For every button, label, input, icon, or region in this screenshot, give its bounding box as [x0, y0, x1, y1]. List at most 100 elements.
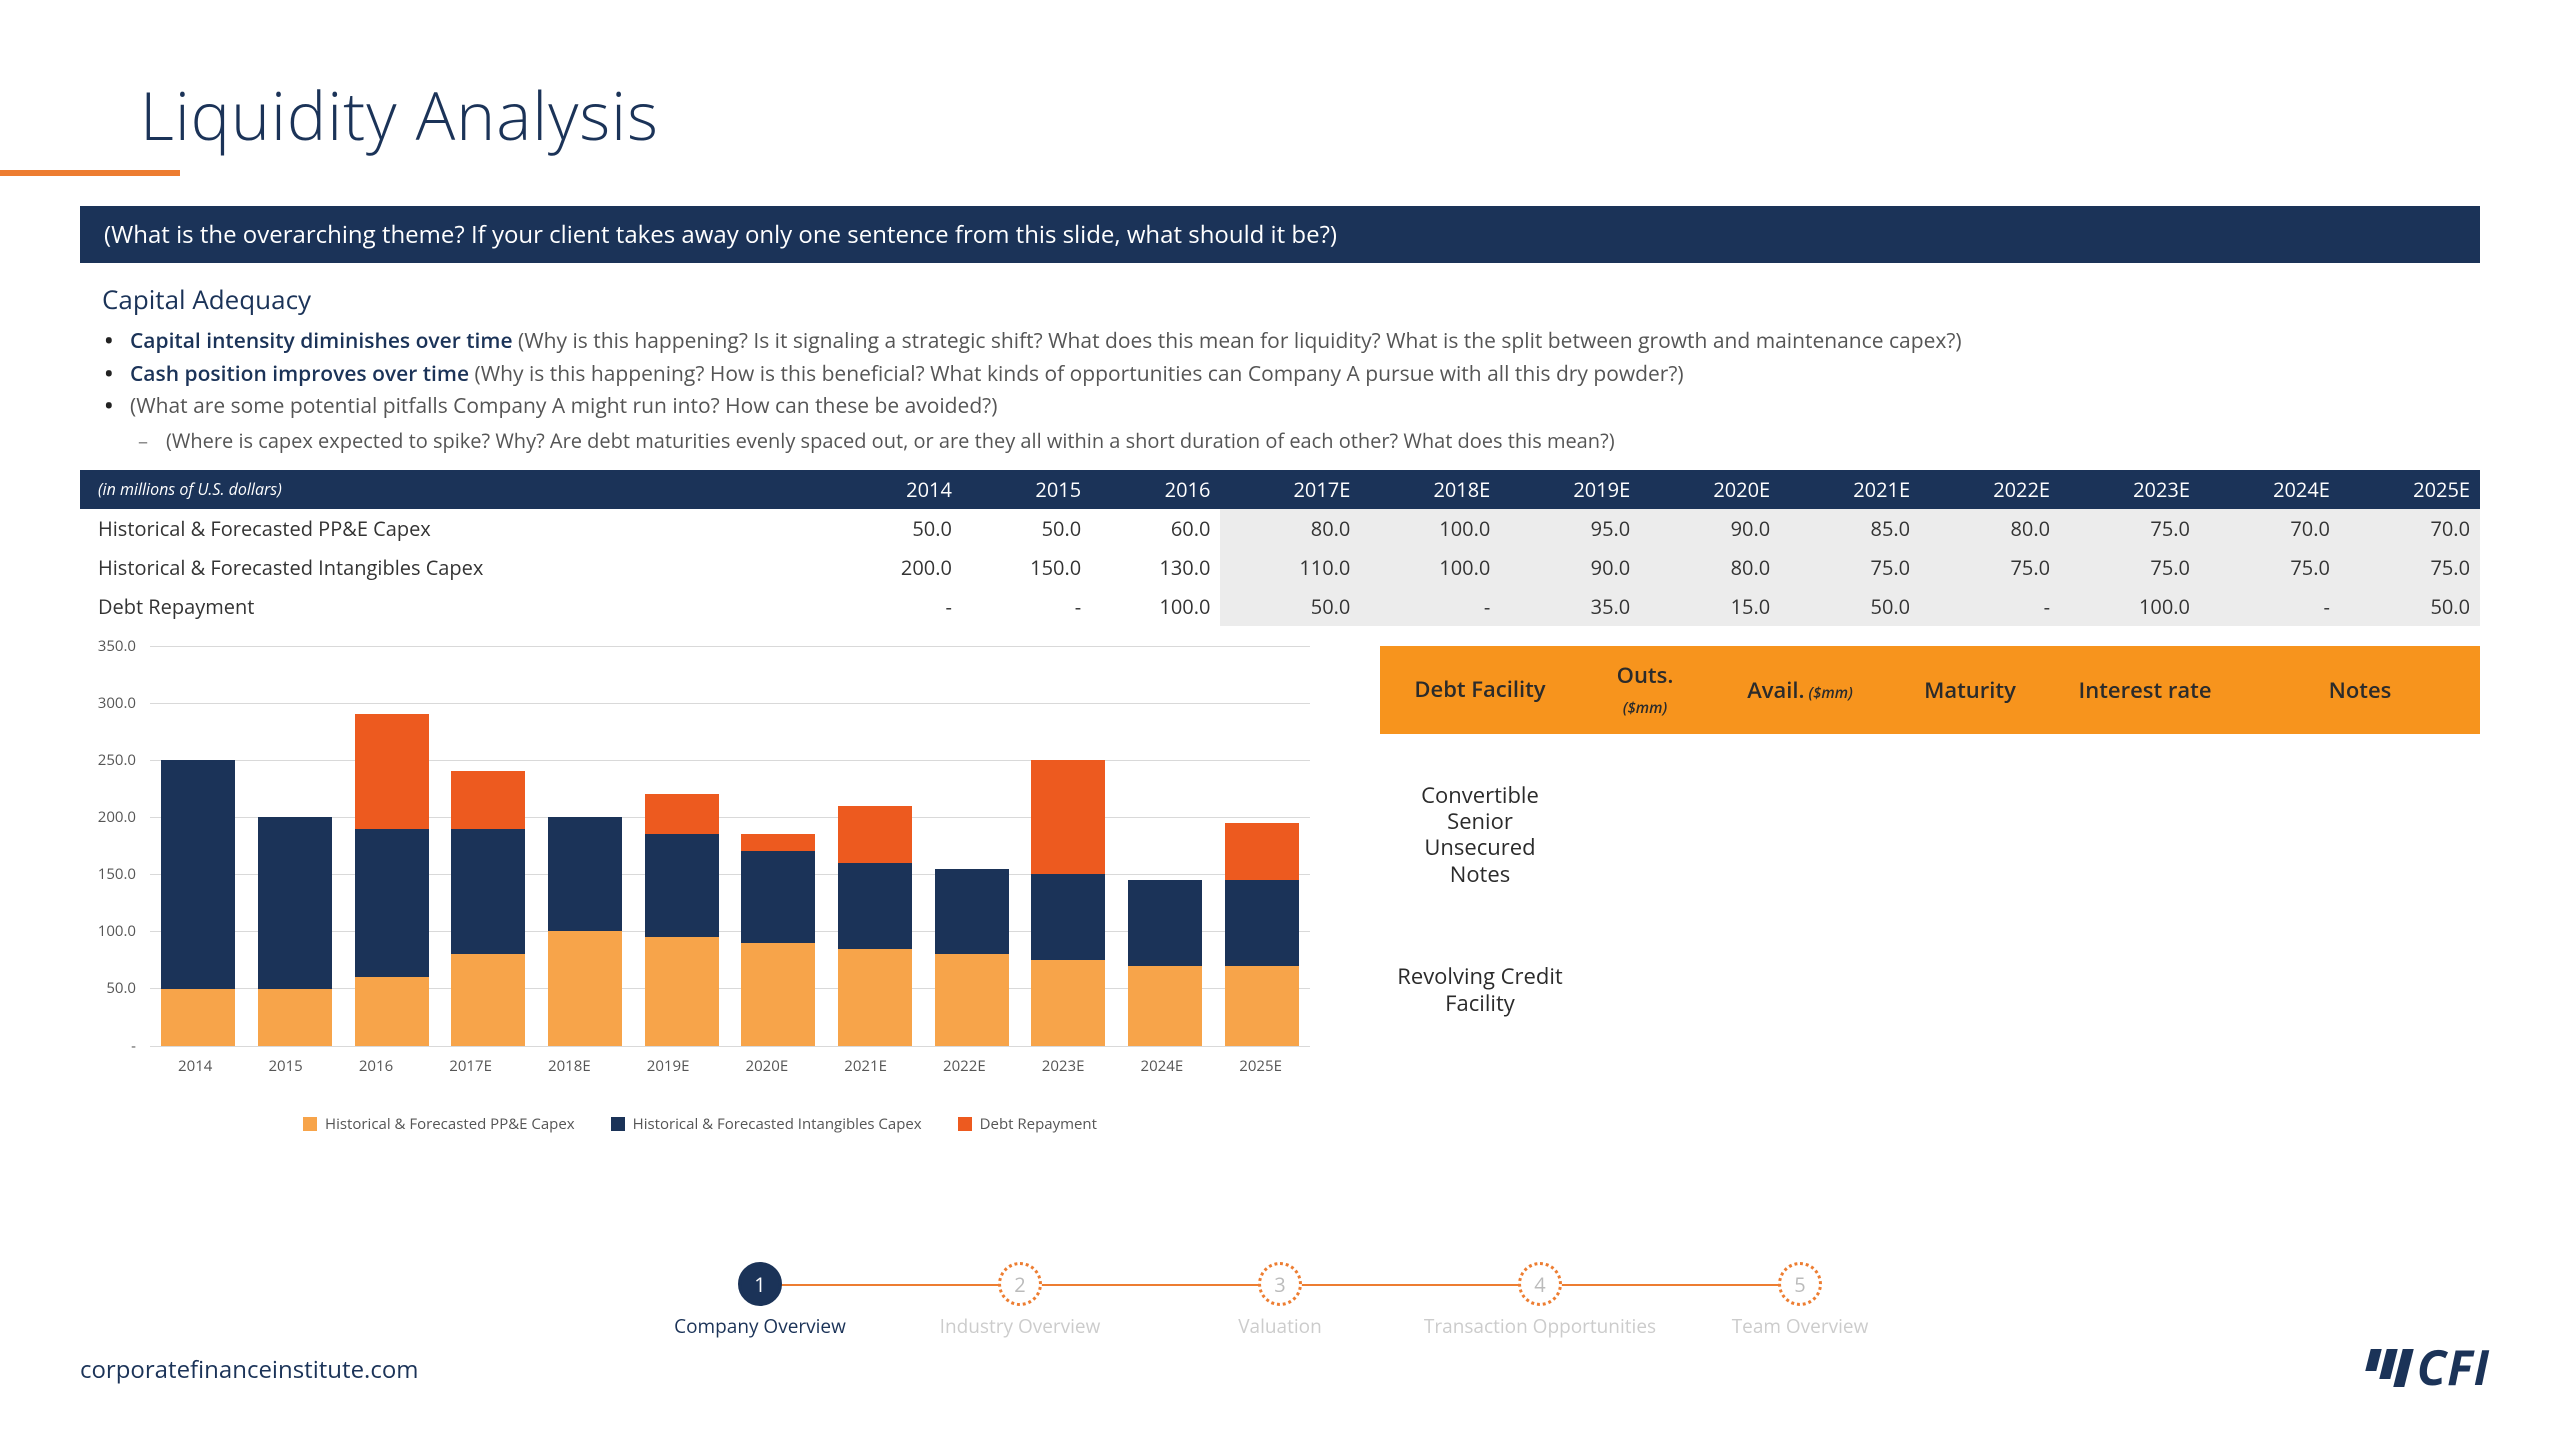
- logo-bars-icon: [2361, 1349, 2413, 1387]
- chart-legend: Historical & Forecasted PP&E Capex Histor…: [80, 1114, 1320, 1134]
- table-cell: 150.0: [962, 548, 1091, 587]
- table-cell: 80.0: [1220, 509, 1360, 548]
- step-label: Transaction Opportunities: [1424, 1316, 1656, 1360]
- table-cell: 70.0: [2340, 509, 2480, 548]
- table-cell: -: [1920, 587, 2060, 626]
- bar-segment: [355, 714, 429, 828]
- bullet-3: (What are some potential pitfalls Compan…: [130, 390, 2480, 456]
- stepper-step[interactable]: 3Valuation: [1150, 1262, 1410, 1360]
- hdr-avail: Avail. ($mm): [1710, 661, 1890, 719]
- table-cell: 100.0: [1360, 509, 1500, 548]
- table-cell: 70.0: [2200, 509, 2340, 548]
- legend-item: Historical & Forecasted PP&E Capex: [303, 1114, 575, 1134]
- table-cell: 110.0: [1220, 548, 1360, 587]
- table-cell: 15.0: [1640, 587, 1780, 626]
- table-year-header: 2014: [833, 470, 962, 509]
- bar-column: [548, 817, 622, 1046]
- table-cell: 95.0: [1500, 509, 1640, 548]
- table-cell: 50.0: [962, 509, 1091, 548]
- step-number: 4: [1518, 1262, 1562, 1306]
- bullet-2-rest: (Why is this happening? How is this bene…: [469, 360, 1684, 388]
- sub-bullet-1: (Where is capex expected to spike? Why? …: [166, 425, 2480, 456]
- debt-cell: [1580, 774, 1710, 896]
- table-year-header: 2022E: [1920, 470, 2060, 509]
- x-axis-label: 2017E: [449, 1056, 492, 1076]
- footer-logo: CFI: [2366, 1335, 2490, 1400]
- table-cell: 75.0: [2200, 548, 2340, 587]
- x-axis-label: 2023E: [1042, 1056, 1085, 1076]
- row-label: Historical & Forecasted PP&E Capex: [80, 509, 833, 548]
- stepper-step[interactable]: 4 Transaction Opportunities: [1410, 1262, 1670, 1360]
- bullet-1-strong: Capital intensity diminishes over time: [130, 327, 513, 355]
- bar-segment: [1031, 960, 1105, 1046]
- debt-cell: Convertible Senior Unsecured Notes: [1380, 774, 1580, 896]
- x-axis-label: 2019E: [647, 1056, 690, 1076]
- bar-segment: [838, 949, 912, 1046]
- legend-label: Debt Repayment: [980, 1114, 1097, 1134]
- bar-column: [451, 771, 525, 1045]
- table-cell: 75.0: [2060, 548, 2200, 587]
- bar-segment: [741, 851, 815, 942]
- bar-segment: [741, 943, 815, 1046]
- y-axis-label: 350.0: [98, 636, 136, 656]
- bar-segment: [1031, 760, 1105, 874]
- table-cell: 90.0: [1640, 509, 1780, 548]
- table-units-label: (in millions of U.S. dollars): [80, 470, 833, 509]
- subhead-capital-adequacy: Capital Adequacy: [102, 281, 2480, 317]
- table-cell: 75.0: [2340, 548, 2480, 587]
- table-cell: 50.0: [1220, 587, 1360, 626]
- bar-segment: [161, 760, 235, 989]
- y-axis-label: 300.0: [98, 693, 136, 713]
- bar-column: [258, 817, 332, 1046]
- bullet-list: Capital intensity diminishes over time (…: [130, 325, 2480, 456]
- table-cell: 100.0: [1360, 548, 1500, 587]
- bar-column: [838, 806, 912, 1046]
- legend-label: Historical & Forecasted Intangibles Cape…: [633, 1114, 922, 1134]
- stepper-step[interactable]: 5Team Overview: [1670, 1262, 1930, 1360]
- debt-cell: [1710, 774, 1890, 896]
- debt-table-header: Debt Facility Outs.($mm) Avail. ($mm) Ma…: [1380, 646, 2480, 734]
- stepper-step[interactable]: 1Company Overview: [630, 1262, 890, 1360]
- table-cell: 80.0: [1640, 548, 1780, 587]
- step-label: Valuation: [1238, 1316, 1322, 1360]
- table-cell: -: [833, 587, 962, 626]
- legend-label: Historical & Forecasted PP&E Capex: [325, 1114, 575, 1134]
- bar-segment: [258, 989, 332, 1046]
- x-axis-label: 2025E: [1239, 1056, 1282, 1076]
- bar-column: [1128, 880, 1202, 1046]
- table-cell: 80.0: [1920, 509, 2060, 548]
- table-cell: 50.0: [2340, 587, 2480, 626]
- debt-cell: [1580, 955, 1710, 1024]
- bar-segment: [548, 931, 622, 1045]
- bar-segment: [645, 794, 719, 834]
- stepper-step[interactable]: 2 Industry Overview: [890, 1262, 1150, 1360]
- table-year-header: 2018E: [1360, 470, 1500, 509]
- table-cell: 200.0: [833, 548, 962, 587]
- table-row: Historical & Forecasted Intangibles Cape…: [80, 548, 2480, 587]
- bar-segment: [645, 834, 719, 937]
- table-cell: 130.0: [1091, 548, 1220, 587]
- bar-column: [935, 869, 1009, 1046]
- accent-bar: [0, 170, 180, 176]
- theme-banner: (What is the overarching theme? If your …: [80, 206, 2480, 263]
- bar-segment: [741, 834, 815, 851]
- step-label: Industry Overview: [940, 1316, 1101, 1360]
- table-year-header: 2020E: [1640, 470, 1780, 509]
- table-row: Debt Repayment--100.050.0-35.015.050.0-1…: [80, 587, 2480, 626]
- step-number: 2: [998, 1262, 1042, 1306]
- table-cell: 75.0: [2060, 509, 2200, 548]
- table-year-header: 2015: [962, 470, 1091, 509]
- bar-segment: [1225, 880, 1299, 966]
- debt-facility-table: Debt Facility Outs.($mm) Avail. ($mm) Ma…: [1380, 646, 2480, 1134]
- legend-swatch: [303, 1117, 317, 1131]
- bar-column: [1031, 760, 1105, 1046]
- bullet-3-rest: (What are some potential pitfalls Compan…: [130, 392, 997, 420]
- bullet-1-rest: (Why is this happening? Is it signaling …: [513, 327, 1962, 355]
- bar-segment: [1128, 880, 1202, 966]
- debt-cell: [1890, 774, 2050, 896]
- debt-row: Revolving Credit Facility: [1380, 955, 2480, 1024]
- hdr-facility: Debt Facility: [1380, 662, 1580, 716]
- debt-cell: [2050, 774, 2240, 896]
- hdr-interest: Interest rate: [2050, 661, 2240, 719]
- table-cell: -: [962, 587, 1091, 626]
